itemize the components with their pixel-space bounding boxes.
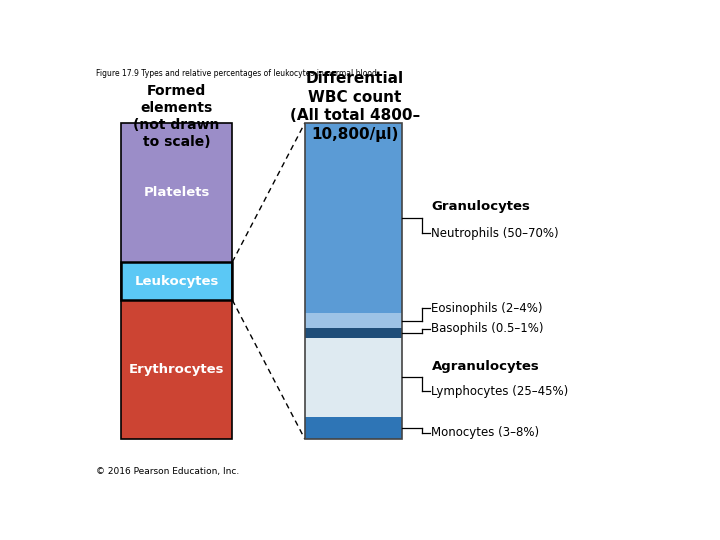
Bar [305, 123, 402, 439]
Text: Leukocytes: Leukocytes [135, 274, 219, 287]
Bar [121, 300, 233, 439]
Text: Differential
WBC count
(All total 4800–
10,800/μl): Differential WBC count (All total 4800– … [290, 71, 420, 142]
Text: Platelets: Platelets [143, 186, 210, 199]
Bar [305, 328, 402, 338]
Bar [305, 338, 402, 417]
Text: Agranulocytes: Agranulocytes [431, 360, 539, 373]
Bar [121, 123, 233, 262]
Text: Basophils (0.5–1%): Basophils (0.5–1%) [431, 322, 544, 335]
Bar [305, 417, 402, 439]
Text: Figure 17.9 Types and relative percentages of leukocytes in normal blood.: Figure 17.9 Types and relative percentag… [96, 69, 379, 78]
Text: Formed
elements
(not drawn
to scale): Formed elements (not drawn to scale) [133, 84, 220, 150]
Text: Eosinophils (2–4%): Eosinophils (2–4%) [431, 301, 543, 314]
Bar [305, 313, 402, 328]
Text: Monocytes (3–8%): Monocytes (3–8%) [431, 426, 539, 439]
Bar [305, 123, 402, 313]
Bar [121, 123, 233, 439]
Text: Erythrocytes: Erythrocytes [129, 363, 224, 376]
Bar [121, 262, 233, 300]
Text: Neutrophils (50–70%): Neutrophils (50–70%) [431, 227, 559, 240]
Bar [121, 262, 233, 300]
Text: © 2016 Pearson Education, Inc.: © 2016 Pearson Education, Inc. [96, 467, 239, 476]
Text: Lymphocytes (25–45%): Lymphocytes (25–45%) [431, 384, 569, 397]
Text: Granulocytes: Granulocytes [431, 200, 531, 213]
